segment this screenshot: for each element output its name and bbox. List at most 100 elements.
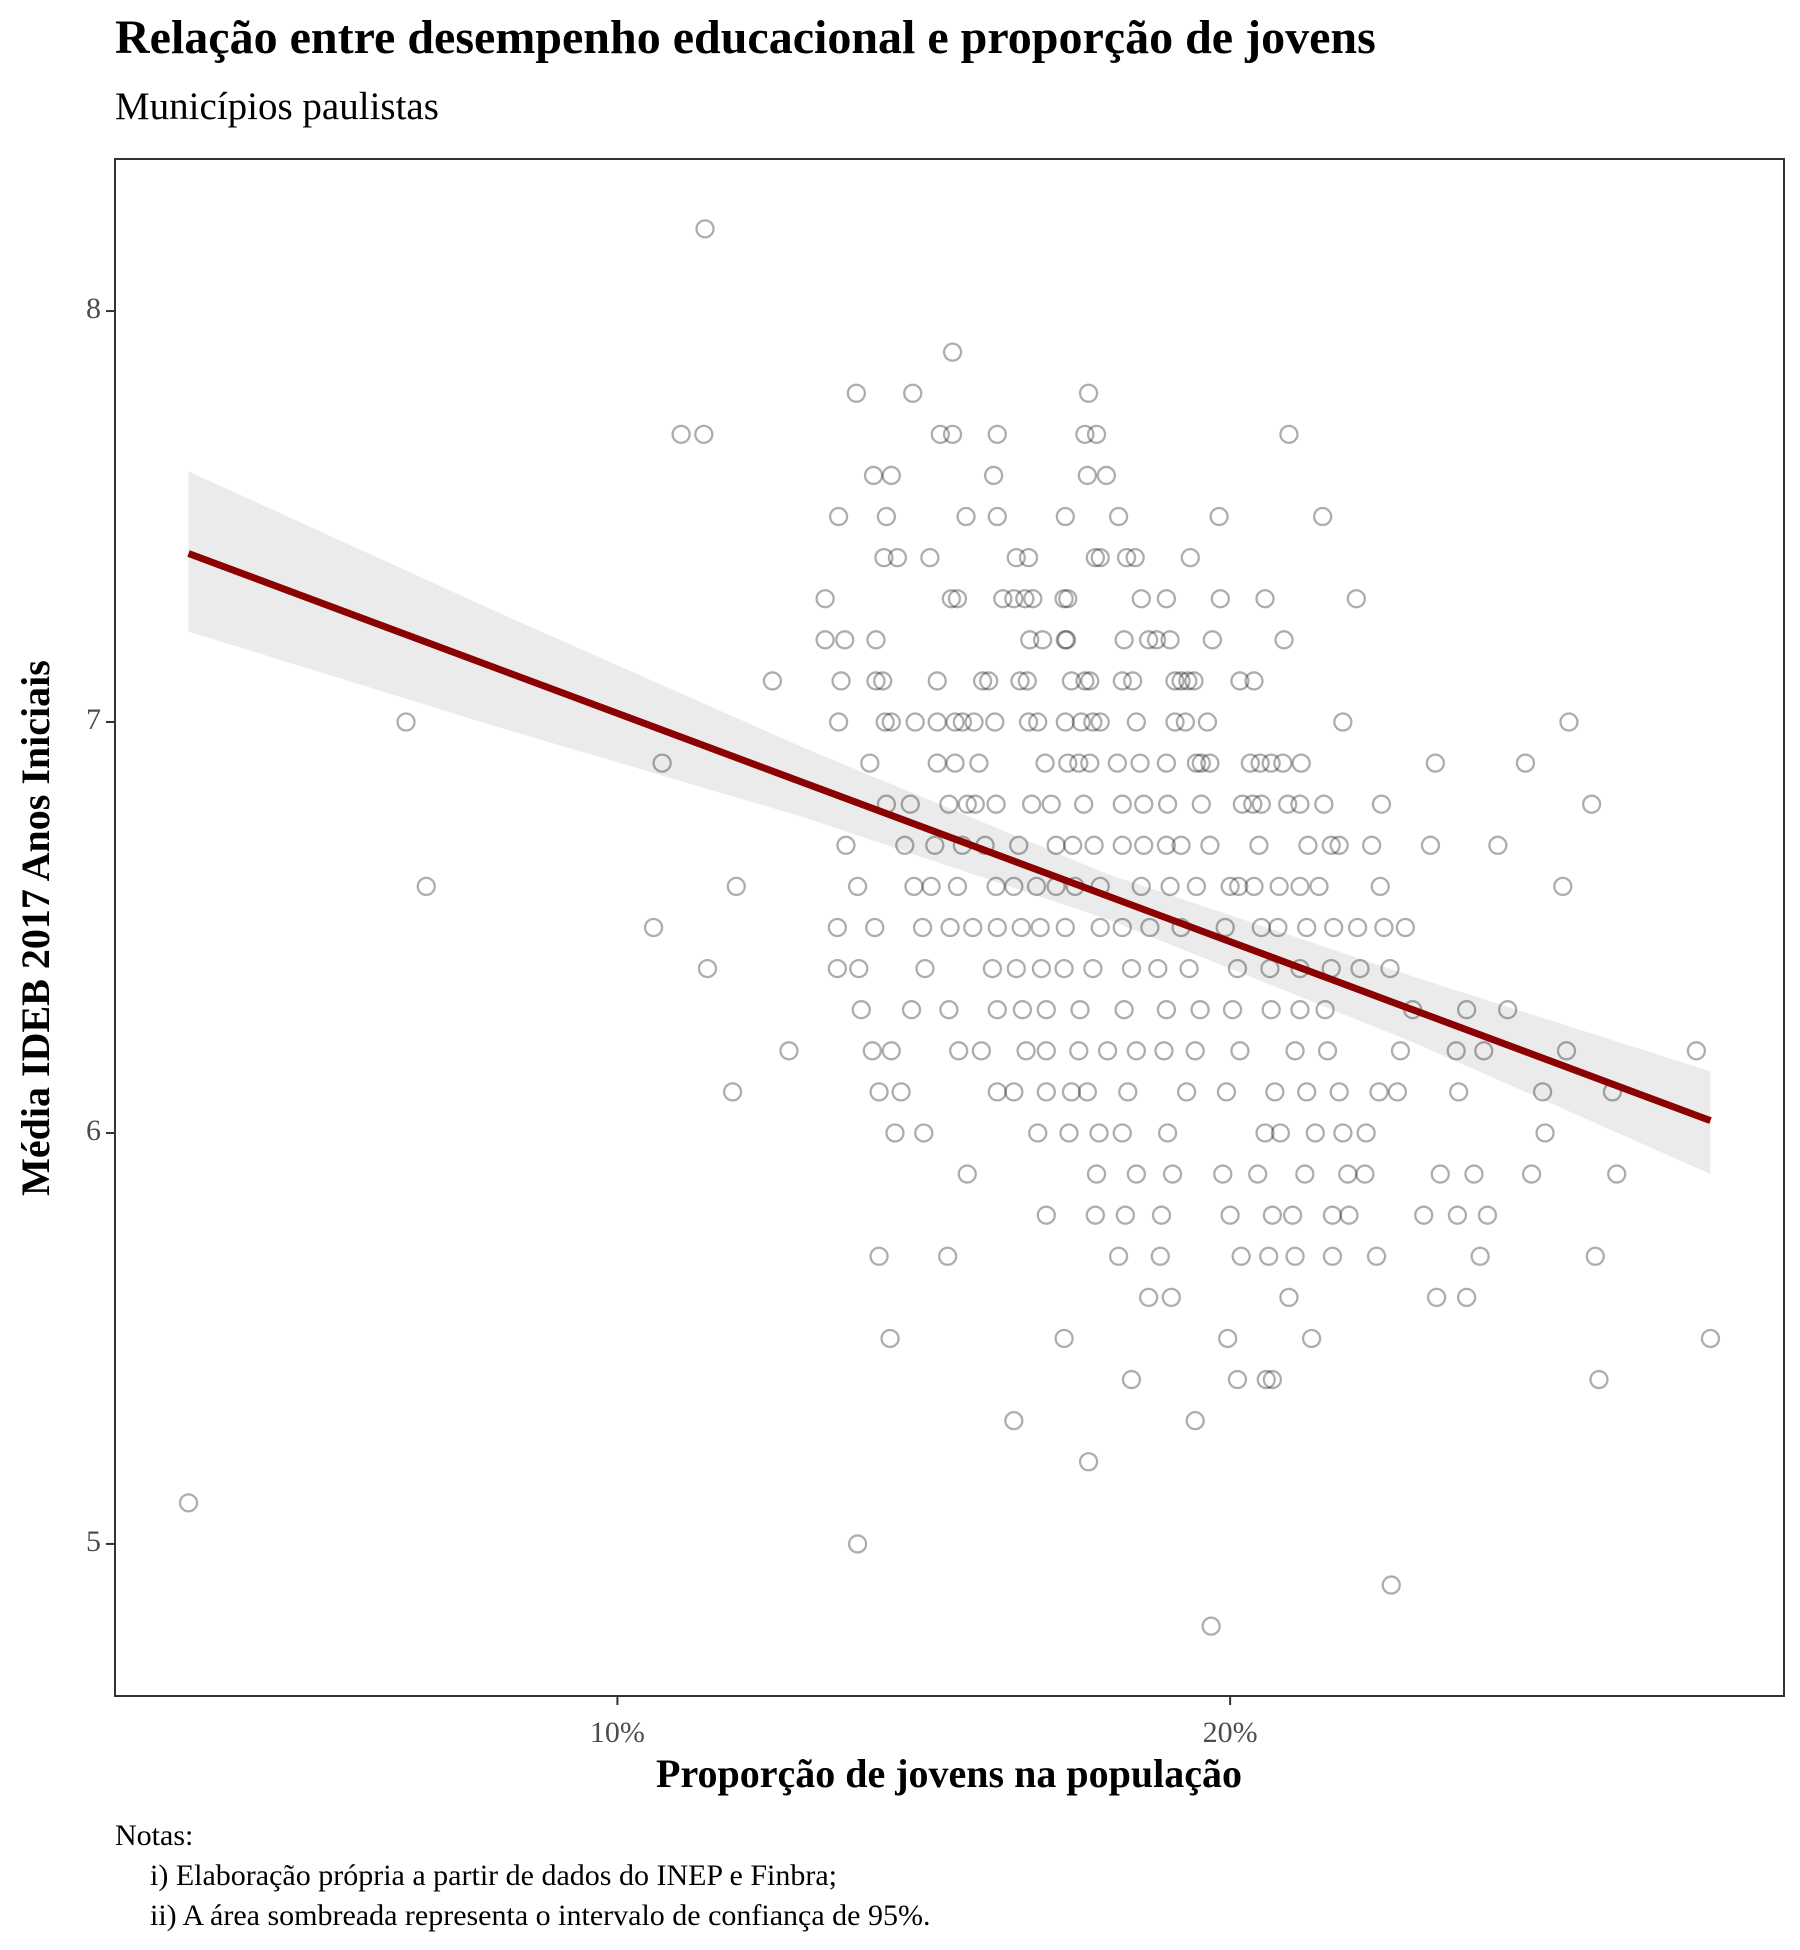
point [1535,1123,1555,1143]
point [178,1493,199,1513]
point [851,1000,871,1020]
point [1244,671,1264,691]
point [1010,671,1030,691]
point [1240,753,1260,773]
point [1009,835,1029,855]
y-tick-label: 7 [86,703,101,736]
point [927,671,947,691]
point [1097,1041,1118,1061]
point [965,794,985,814]
point [1298,835,1318,855]
point [985,712,1005,732]
point [1114,630,1134,650]
point [945,753,965,773]
point [987,917,1007,938]
point [915,958,935,979]
point [1112,1123,1132,1143]
point [986,794,1006,814]
point [1165,712,1185,732]
y-tick-label: 6 [86,1114,101,1147]
point [1165,671,1185,691]
point [846,383,867,403]
point [1312,506,1333,527]
point [1004,1411,1024,1431]
point [1447,1205,1468,1225]
point [1213,1164,1233,1184]
point [722,1082,743,1102]
point [1278,794,1298,814]
point [1134,835,1154,855]
point [1148,958,1168,979]
point [1130,753,1150,773]
point [1290,876,1310,897]
note: i) Elaboração própria a partir de dados … [150,1859,837,1892]
point [1112,671,1132,691]
point [1186,753,1207,773]
point [1255,1123,1275,1143]
point [1390,1041,1411,1061]
point [947,876,968,897]
point [1232,794,1253,814]
point [815,589,835,609]
point [1058,589,1078,609]
point [1553,876,1573,897]
point [1059,1123,1079,1143]
plot-area [178,219,1721,1636]
point [1185,1411,1205,1431]
point [1250,753,1270,773]
y-tick-label: 8 [86,292,101,325]
point [1420,835,1441,855]
point [1011,917,1031,938]
chart-title: Relação entre desempenho educacional e p… [115,11,1376,64]
point [1075,424,1095,444]
point [1581,794,1602,814]
point [1031,958,1052,979]
point [1077,465,1098,486]
point [1058,753,1078,773]
point [1160,876,1180,897]
point [671,424,691,444]
point [1118,1082,1138,1102]
point [1063,835,1083,855]
point [1089,1123,1109,1143]
point [1305,1123,1325,1143]
point [1146,630,1167,650]
point [1366,1246,1387,1266]
fit-line [187,550,1712,1124]
note: Notas: [115,1819,193,1852]
chart-subtitle: Municípios paulistas [115,85,439,128]
point [1086,424,1107,444]
y-axis-title: Média IDEB 2017 Anos Iniciais [13,660,58,1196]
point [1197,712,1218,732]
point [1185,1041,1205,1061]
point [1220,1205,1240,1225]
point [1381,1575,1401,1595]
point [1279,1287,1299,1308]
point [987,506,1007,527]
point [1083,958,1103,979]
point [1126,1164,1147,1184]
point [905,712,925,732]
point [1055,630,1075,650]
point [1222,1000,1243,1020]
point [1387,1082,1408,1102]
point [1262,1369,1283,1390]
point [1229,876,1249,897]
point [697,958,718,979]
point [964,712,984,732]
point [972,671,993,691]
point [1362,835,1382,855]
point [1086,1164,1107,1184]
point [1055,712,1075,732]
point [1227,1369,1248,1390]
confidence-band [188,471,1711,1175]
point [1532,1082,1553,1102]
point [921,876,941,897]
point [1369,1082,1389,1102]
point [891,1082,911,1102]
point [1016,1041,1036,1061]
point [1161,1287,1181,1308]
point [1515,753,1536,773]
